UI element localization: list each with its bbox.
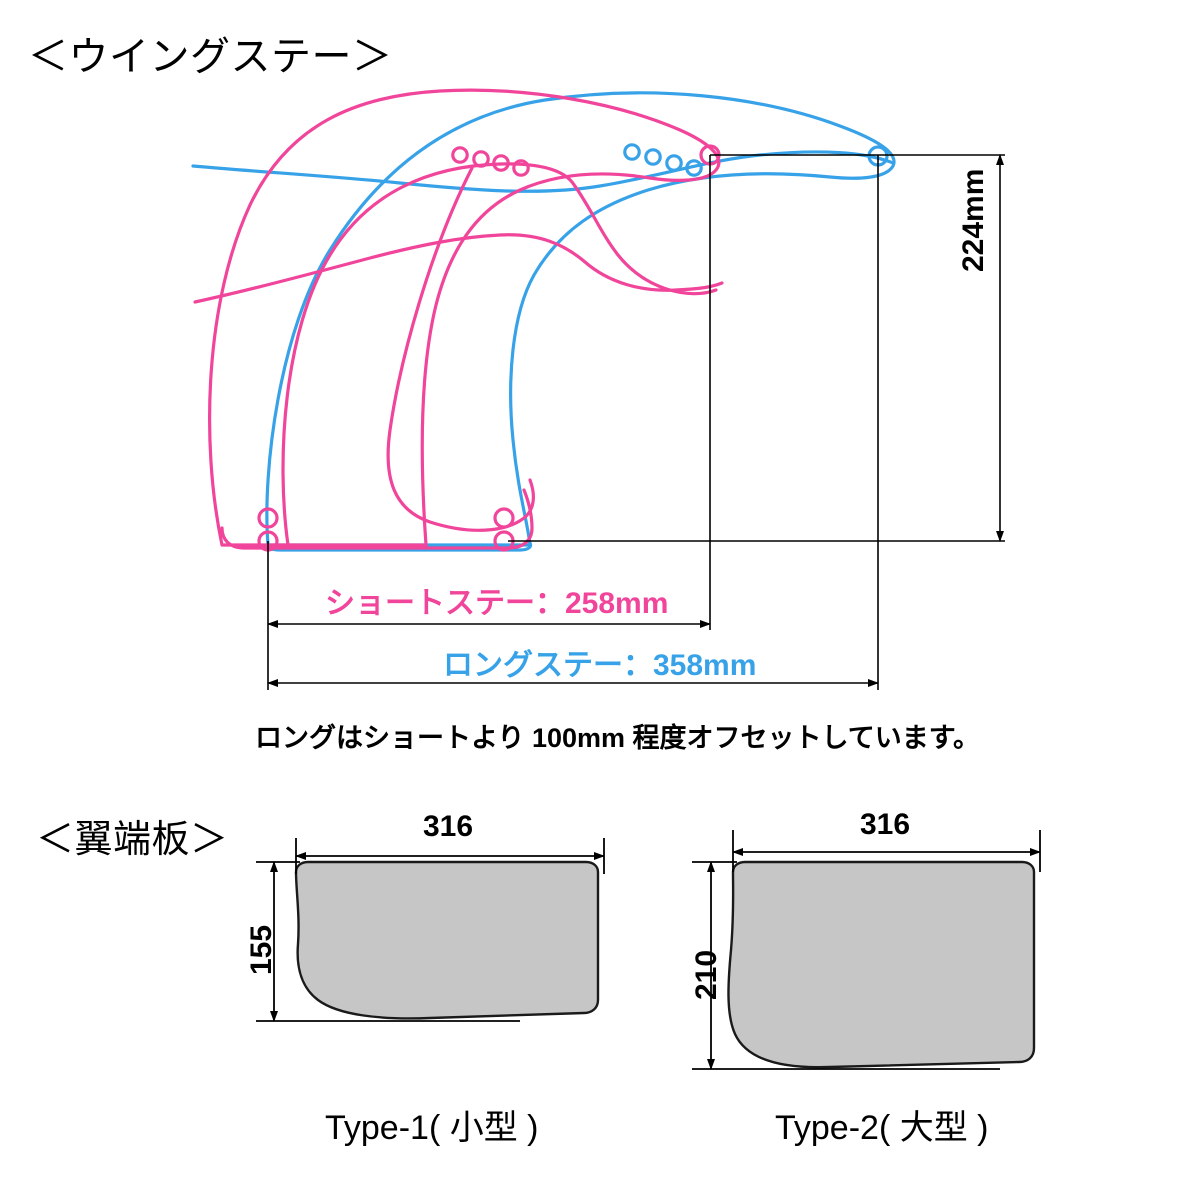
end-plate-type-2 [727, 860, 1036, 1069]
type1-caption: Type-1( 小型 ) [325, 1109, 539, 1147]
long-stay-dimension-label: ロングステー：358mm [443, 649, 757, 682]
type2-height-label: 210 [690, 949, 723, 1000]
short-stay-dimension-label: ショートステー：258mm [325, 587, 669, 620]
wing-stay-section-title: ＜ウイングステー＞ [28, 35, 393, 79]
type2-caption: Type-2( 大型 ) [775, 1109, 989, 1147]
type-1-dimension-lines [256, 838, 605, 1022]
type-2-dimension-lines [692, 830, 1041, 1070]
end-plate-section-title: ＜翼端板＞ [36, 819, 229, 861]
type2-width-label: 316 [860, 808, 911, 841]
type1-width-label: 316 [423, 810, 474, 843]
wing-stay-dimension-lines [267, 154, 1005, 690]
long-stay-outline [191, 91, 896, 552]
end-plate-type-1 [294, 860, 600, 1020]
type1-height-label: 155 [245, 924, 278, 975]
short-stay-outline [193, 88, 724, 552]
offset-note-text: ロングはショートより 100mm 程度オフセットしています。 [255, 723, 981, 753]
wing-stay-height-label: 224mm [957, 168, 990, 272]
